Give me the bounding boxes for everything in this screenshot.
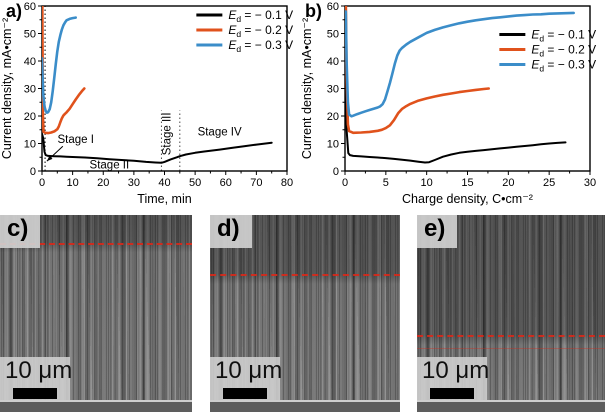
y-tick-label: 60	[24, 1, 36, 13]
y-axis-label: Current density, mA•cm⁻²	[0, 18, 14, 159]
legend-label: Ed = − 0.3 V	[228, 38, 293, 54]
panel-e-letter: e)	[417, 215, 458, 249]
y-tick-label: 0	[30, 166, 36, 178]
scale-box: 10 μm	[417, 357, 490, 403]
scale-label: 10 μm	[422, 357, 490, 384]
chart-current-density-vs-time: 0 10 20 30 40 50 60 70 80 0 10 20 30 40 50 60 Stage I Sta…	[0, 1, 293, 206]
series-line-0	[345, 32, 567, 164]
annotation: Stage IV	[198, 126, 242, 138]
legend-label: Ed = − 0.1 V	[531, 27, 596, 43]
series-line-2	[345, 10, 576, 118]
sem-panel-d: d) 10 μm	[210, 215, 400, 412]
y-tick-label: 10	[24, 139, 36, 151]
legend-label: Ed = − 0.1 V	[228, 8, 293, 24]
x-tick-label: 30	[128, 177, 140, 189]
y-tick-label: 40	[327, 56, 339, 68]
x-axis-label: Charge density, C•cm⁻²	[402, 192, 533, 206]
scale-bar	[430, 388, 474, 399]
legend-label: Ed = − 0.3 V	[531, 57, 596, 73]
interface-red-dashed-line	[417, 335, 605, 338]
y-tick-label: 50	[24, 29, 36, 41]
y-tick-label: 30	[24, 84, 36, 96]
scale-label: 10 μm	[5, 357, 73, 384]
x-tick-label: 10	[67, 177, 79, 189]
y-tick-label: 30	[327, 84, 339, 96]
x-tick-label: 15	[461, 177, 473, 189]
scale-box: 10 μm	[0, 357, 73, 403]
x-tick-label: 0	[39, 177, 45, 189]
series-line-0	[42, 132, 273, 164]
x-tick-label: 40	[158, 177, 170, 189]
series-line-1	[345, 6, 490, 135]
annotation: Stage III	[162, 112, 174, 155]
interface-red-dashed-line	[0, 242, 192, 245]
substrate-edge	[417, 400, 605, 412]
interface-red-faint-line	[417, 347, 605, 349]
scale-bar	[13, 388, 57, 399]
x-tick-label: 70	[250, 177, 262, 189]
panel-c-letter: c)	[0, 215, 41, 249]
interface-red-dashed-line	[210, 274, 400, 277]
x-tick-label: 30	[584, 177, 596, 189]
x-tick-label: 20	[502, 177, 514, 189]
panel-d-letter: d)	[210, 215, 252, 249]
y-tick-label: 10	[327, 139, 339, 151]
y-tick-label: 60	[327, 1, 339, 13]
sem-panel-c: c) 10 μm	[0, 215, 192, 412]
x-tick-label: 60	[220, 177, 232, 189]
substrate-edge	[210, 400, 400, 412]
x-tick-label: 5	[383, 177, 389, 189]
annotation-arrowhead	[46, 155, 53, 162]
panel-b-letter: b)	[305, 1, 322, 21]
y-axis-label: Current density, mA•cm⁻²	[300, 18, 314, 159]
x-axis-label: Time, min	[137, 192, 191, 206]
x-tick-label: 25	[543, 177, 555, 189]
annotation: Stage I	[57, 134, 93, 146]
sem-panel-e: e) 10 μm	[417, 215, 605, 412]
legend-label: Ed = − 0.2 V	[531, 42, 596, 58]
x-tick-label: 50	[189, 177, 201, 189]
series-line-1	[42, 6, 86, 135]
y-tick-label: 50	[327, 29, 339, 41]
substrate-edge	[0, 400, 192, 412]
x-tick-label: 10	[421, 177, 433, 189]
y-tick-label: 20	[24, 111, 36, 123]
y-tick-label: 20	[327, 111, 339, 123]
series-line-2	[42, 16, 77, 114]
x-tick-label: 20	[97, 177, 109, 189]
x-tick-label: 0	[342, 177, 348, 189]
panel-a-letter: a)	[6, 1, 23, 21]
annotation: Stage II	[90, 159, 130, 171]
scale-label: 10 μm	[215, 357, 283, 384]
legend-label: Ed = − 0.2 V	[228, 23, 293, 39]
scale-bar	[223, 388, 267, 399]
x-tick-label: 80	[281, 177, 293, 189]
y-tick-label: 40	[24, 56, 36, 68]
scale-box: 10 μm	[210, 357, 283, 403]
y-tick-label: 0	[333, 166, 339, 178]
